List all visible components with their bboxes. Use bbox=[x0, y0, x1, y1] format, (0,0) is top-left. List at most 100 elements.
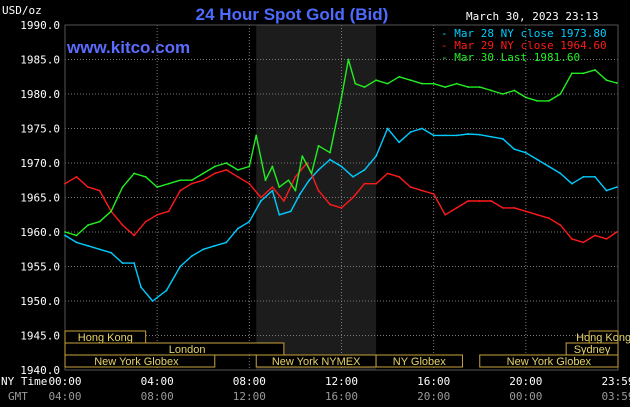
website-link[interactable]: www.kitco.com bbox=[66, 38, 190, 57]
data-point bbox=[432, 193, 435, 195]
data-point bbox=[133, 172, 136, 175]
data-point bbox=[467, 200, 470, 202]
data-point bbox=[363, 169, 366, 171]
data-point bbox=[121, 224, 124, 227]
data-point bbox=[133, 234, 136, 237]
data-point bbox=[340, 165, 343, 168]
data-point bbox=[547, 165, 550, 168]
data-point bbox=[409, 131, 412, 133]
y-axis-ticks: 1990.0 1985.0 1980.0 1975.0 1970.0 1965.0 1960… bbox=[20, 19, 60, 377]
data-point bbox=[421, 82, 424, 85]
data-point bbox=[98, 189, 101, 192]
data-point bbox=[236, 169, 239, 171]
data-point bbox=[87, 224, 89, 227]
plot-frame bbox=[64, 24, 619, 371]
data-point bbox=[501, 93, 504, 95]
x-tick-label-gmt: 08:00 bbox=[141, 390, 174, 403]
data-point bbox=[605, 189, 608, 192]
data-point bbox=[110, 251, 112, 254]
data-point bbox=[354, 82, 357, 85]
x-tick-label-ny: 04:00 bbox=[141, 375, 174, 388]
data-point bbox=[363, 86, 366, 88]
chart-legend: - Mar 28 NY close 1973.80- Mar 29 NY clo… bbox=[441, 27, 607, 64]
data-point bbox=[352, 175, 354, 178]
data-point bbox=[352, 196, 354, 199]
data-point bbox=[536, 100, 539, 102]
data-point bbox=[409, 186, 412, 189]
data-point bbox=[478, 86, 481, 88]
data-point bbox=[294, 175, 297, 178]
data-point bbox=[87, 186, 89, 189]
data-point bbox=[340, 206, 343, 209]
data-point bbox=[151, 300, 154, 302]
data-point bbox=[455, 82, 458, 85]
data-point bbox=[179, 265, 182, 268]
data-point bbox=[594, 234, 596, 237]
y-tick-label: 1960.0 bbox=[20, 226, 60, 239]
data-point bbox=[248, 220, 251, 223]
x-tick-label-gmt: 03:59 bbox=[601, 390, 630, 403]
data-point bbox=[490, 135, 493, 138]
data-point bbox=[559, 93, 562, 95]
data-point bbox=[524, 96, 527, 99]
data-point bbox=[347, 58, 350, 61]
x-tick-label-gmt: 16:00 bbox=[325, 390, 358, 403]
session-band-label: Sydney bbox=[574, 344, 611, 356]
x-tick-label-ny: 08:00 bbox=[233, 375, 266, 388]
data-point bbox=[582, 175, 585, 178]
data-point bbox=[264, 179, 267, 182]
data-point bbox=[490, 200, 493, 202]
data-point bbox=[64, 234, 66, 237]
session-band-label: New York Globex bbox=[507, 356, 592, 368]
data-point bbox=[329, 151, 331, 154]
data-point bbox=[213, 172, 216, 175]
series-line-1 bbox=[64, 127, 618, 302]
x-axis-ticks: 00:00 04:00 08:00 12:00 16:00 20:00 23:59 04:00… bbox=[48, 375, 630, 403]
data-point bbox=[133, 262, 136, 264]
data-point bbox=[386, 82, 389, 85]
data-point bbox=[513, 148, 516, 151]
y-tick-label: 1940.0 bbox=[20, 364, 60, 377]
data-point bbox=[271, 186, 274, 189]
data-point bbox=[340, 96, 343, 99]
data-point bbox=[594, 68, 596, 71]
data-point bbox=[571, 182, 573, 185]
data-point bbox=[490, 89, 493, 92]
legend-entry: - Mar 30 Last 1981.60 bbox=[441, 51, 580, 64]
y-tick-label: 1990.0 bbox=[20, 19, 60, 32]
data-point bbox=[140, 286, 142, 289]
data-point bbox=[582, 72, 585, 75]
data-point bbox=[594, 175, 596, 178]
data-point bbox=[317, 169, 320, 171]
data-point bbox=[255, 134, 258, 137]
data-point bbox=[386, 172, 389, 175]
data-point bbox=[571, 238, 573, 240]
data-point bbox=[310, 172, 313, 175]
session-band-label: New York Globex bbox=[94, 356, 179, 368]
data-point bbox=[236, 175, 239, 178]
y-tick-label: 1945.0 bbox=[20, 330, 60, 343]
data-point bbox=[444, 134, 447, 137]
session-band bbox=[479, 354, 619, 368]
data-point bbox=[455, 134, 458, 137]
data-point bbox=[156, 213, 159, 216]
data-point bbox=[467, 133, 470, 135]
data-point bbox=[308, 179, 311, 182]
data-point bbox=[287, 179, 290, 182]
data-point bbox=[259, 196, 262, 199]
data-point bbox=[547, 217, 550, 220]
data-point bbox=[536, 158, 539, 161]
data-point bbox=[259, 200, 262, 202]
y-tick-label: 1955.0 bbox=[20, 261, 60, 274]
data-point bbox=[213, 165, 216, 168]
chart-title: 24 Hour Spot Gold (Bid) bbox=[196, 5, 389, 24]
data-point bbox=[271, 189, 274, 192]
data-point bbox=[582, 241, 585, 244]
data-point bbox=[248, 165, 251, 168]
data-point bbox=[213, 244, 216, 247]
session-band-label: Hong Kong bbox=[576, 332, 630, 344]
data-point bbox=[421, 189, 424, 192]
chart-timestamp: March 30, 2023 23:13 bbox=[466, 10, 598, 23]
data-point bbox=[167, 210, 170, 213]
